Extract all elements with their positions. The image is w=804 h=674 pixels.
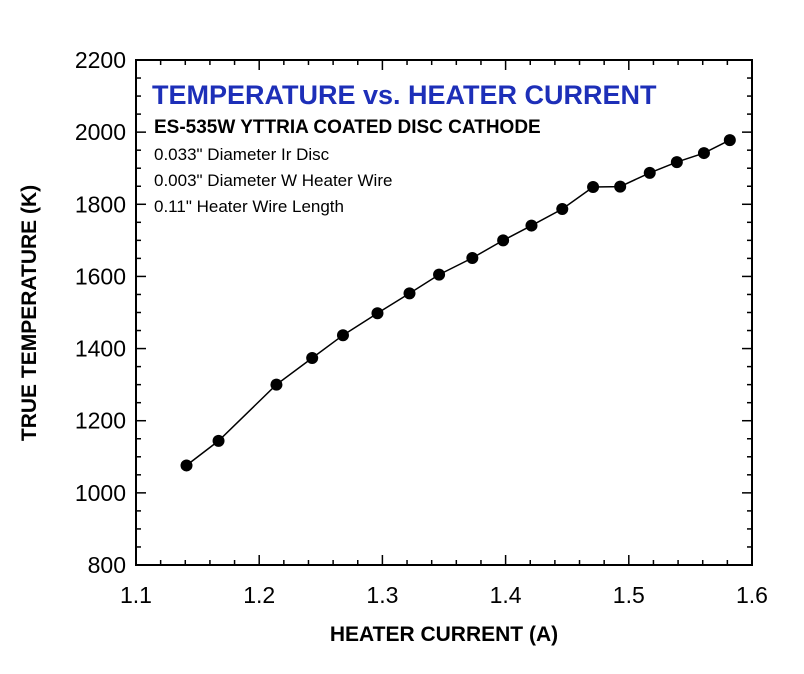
- y-tick-labels: 800 1000 1200 1400 1600 1800 2000 2200: [75, 47, 126, 578]
- data-point: [643, 166, 656, 179]
- x-tick-label: 1.5: [613, 582, 645, 608]
- data-point: [371, 307, 384, 320]
- chart-title: TEMPERATURE vs. HEATER CURRENT: [152, 80, 657, 110]
- data-point: [403, 287, 416, 300]
- annotation-disc: 0.033" Diameter Ir Disc: [154, 145, 330, 164]
- data-point: [723, 134, 736, 147]
- y-tick-label: 1200: [75, 408, 126, 434]
- x-tick-label: 1.6: [736, 582, 768, 608]
- data-point: [556, 202, 569, 215]
- data-point: [466, 252, 479, 265]
- y-tick-label: 2000: [75, 119, 126, 145]
- data-point: [697, 147, 710, 160]
- y-tick-label: 1000: [75, 480, 126, 506]
- x-tick-label: 1.3: [366, 582, 398, 608]
- x-tick-label: 1.4: [490, 582, 522, 608]
- y-tick-label: 1400: [75, 336, 126, 362]
- y-tick-label: 1600: [75, 263, 126, 289]
- y-axis-title: TRUE TEMPERATURE (K): [18, 185, 41, 441]
- annotation-length: 0.11" Heater Wire Length: [154, 197, 344, 216]
- data-point: [670, 156, 683, 169]
- data-point: [614, 180, 627, 193]
- data-point: [525, 219, 538, 232]
- data-point: [587, 180, 600, 193]
- y-tick-label: 800: [88, 552, 126, 578]
- data-point: [497, 234, 510, 247]
- x-tick-label: 1.2: [243, 582, 275, 608]
- x-tick-label: 1.1: [120, 582, 152, 608]
- data-point: [180, 459, 193, 472]
- y-tick-label: 2200: [75, 47, 126, 73]
- data-point: [336, 329, 349, 342]
- data-point: [212, 434, 225, 447]
- annotation-wire: 0.003" Diameter W Heater Wire: [154, 171, 392, 190]
- data-point: [433, 268, 446, 281]
- x-axis-title: HEATER CURRENT (A): [330, 623, 558, 646]
- data-point: [306, 351, 319, 364]
- axis-ticks: [135, 59, 753, 566]
- x-tick-labels: 1.1 1.2 1.3 1.4 1.5 1.6: [120, 582, 768, 608]
- data-point: [270, 378, 283, 391]
- data-points: [180, 134, 736, 472]
- chart-subtitle: ES-535W YTTRIA COATED DISC CATHODE: [154, 117, 541, 138]
- y-tick-label: 1800: [75, 191, 126, 217]
